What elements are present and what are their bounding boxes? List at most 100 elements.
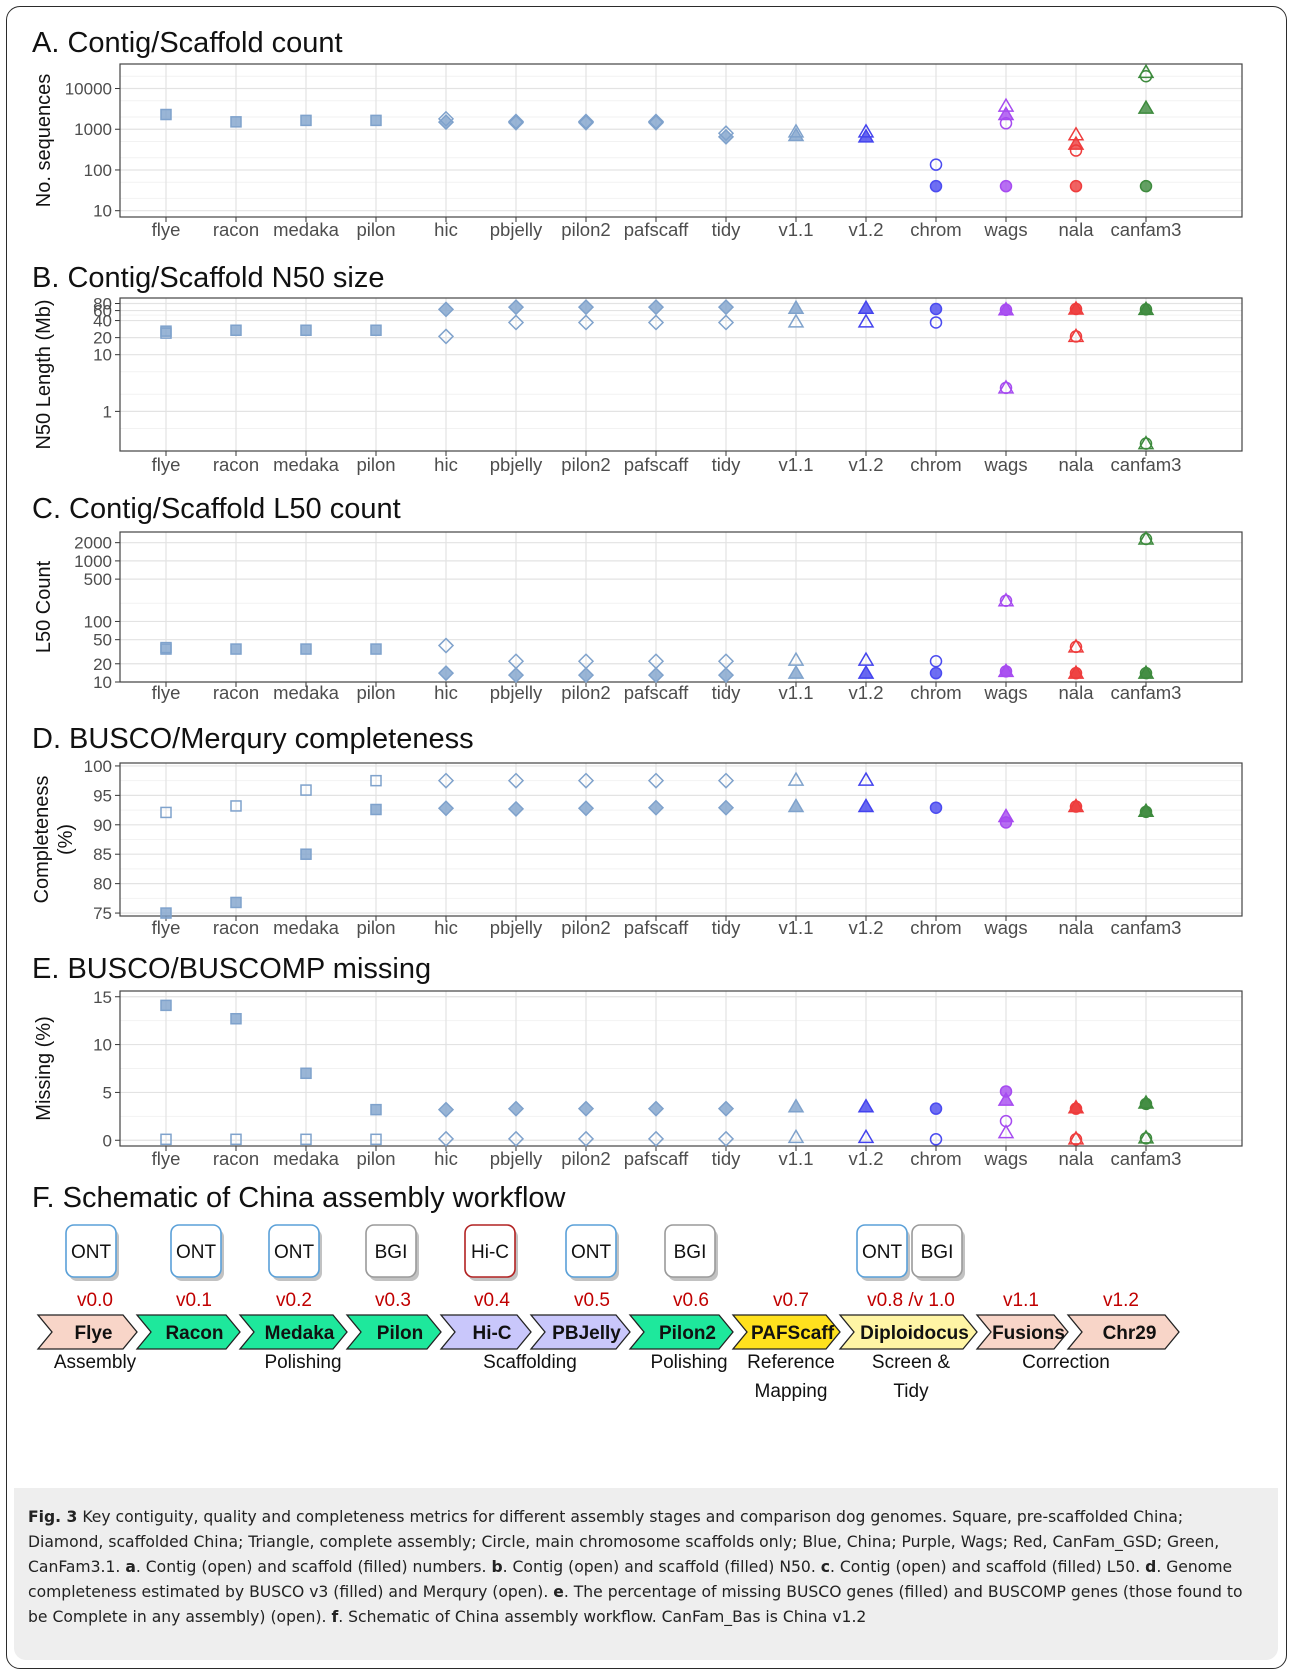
y-axis-title: Missing (%) [33,1016,55,1120]
version-label: v0.5 [574,1290,610,1311]
x-tick-label: hic [434,219,458,240]
x-tick-label: pbjelly [490,219,543,240]
data-point [160,643,172,655]
workflow-step [135,1314,241,1350]
caption-label-d: d [1145,1558,1157,1576]
data-point [160,907,172,919]
workflow-step [238,1314,348,1350]
y-tick-label: 10 [93,202,112,221]
data-point [857,664,875,679]
x-tick-label: pilon2 [561,1148,610,1169]
x-tick-label: nala [1059,219,1095,240]
stage-label: Screen & [872,1352,950,1373]
x-tick-label: racon [213,1148,259,1169]
y-tick-label: 80 [93,875,112,894]
data-point [647,772,665,789]
x-tick-label: chrom [910,1148,961,1169]
workflow-step [975,1314,1069,1350]
workflow-step-label: Fusions [992,1323,1065,1344]
plot-border [119,990,1243,1147]
data-point [787,664,805,679]
data-point [577,114,595,131]
panel-d-title: D. BUSCO/Merqury completeness [32,723,474,755]
caption-fig-label: Fig. 3 [28,1508,78,1526]
data-point [929,655,943,668]
data-point [857,1098,875,1113]
workflow-step [838,1314,978,1350]
data-point [370,774,382,787]
badge-ont [268,1224,320,1278]
data-point [929,666,943,680]
caption-text-f: . Schematic of China assembly workflow. … [338,1608,867,1626]
x-tick-label: tidy [712,917,742,938]
data-point [1069,1102,1083,1115]
x-tick-label: pbjelly [490,682,543,703]
stage-label: Tidy [893,1381,929,1402]
data-point [1069,800,1083,813]
data-point [929,179,943,193]
y-tick-label: 1 [103,402,112,421]
data-point [370,114,382,127]
data-point [787,798,805,813]
x-tick-label: nala [1059,917,1095,938]
x-tick-label: pafscaff [624,454,689,475]
data-point [647,799,665,816]
data-point [370,324,382,336]
data-point [1069,1133,1083,1146]
x-tick-label: pilon [356,917,395,938]
x-tick-label: medaka [273,454,340,475]
badge-bgi [911,1224,963,1278]
data-point [160,108,172,121]
y-tick-label: 10 [93,346,112,365]
data-point [507,772,525,789]
plot-border [119,63,1243,218]
x-tick-label: v1.1 [779,454,814,475]
data-point [577,299,595,316]
y-axis-title: (%) [55,824,77,855]
badge-label: BGI [921,1242,954,1263]
x-tick-label: medaka [273,219,340,240]
plot-area [120,532,1242,682]
x-tick-label: hic [434,1148,458,1169]
data-point [647,114,665,131]
data-point [1069,144,1083,157]
data-point [437,1101,455,1118]
caption-text-c: . Contig (open) and scaffold (filled) L5… [830,1558,1146,1576]
data-point [1139,532,1153,546]
x-tick-label: wags [983,917,1027,938]
y-axis-title: No. sequences [33,74,55,207]
x-tick-label: pbjelly [490,1148,543,1169]
x-tick-label: v1.2 [849,454,884,475]
y-tick-label: 20 [93,329,112,348]
y-tick-label: 10 [93,673,112,692]
data-point [437,301,455,318]
caption-background [14,1488,1278,1660]
data-point [1137,1129,1155,1144]
caption-text-e: . The percentage of missing BUSCO genes … [28,1583,1243,1626]
workflow-step [529,1314,631,1350]
x-tick-label: hic [434,917,458,938]
x-tick-label: pafscaff [624,1148,689,1169]
y-tick-label: 15 [93,988,112,1007]
data-point [507,667,525,684]
x-tick-label: flye [152,454,181,475]
workflow-step-label: Medaka [265,1323,335,1344]
data-point [1139,179,1153,193]
data-point [787,1098,805,1113]
data-point [787,299,805,314]
data-point [787,313,805,328]
data-point [999,179,1013,193]
badge-bgi [365,1224,417,1278]
workflow-step-label: Pilon [377,1323,423,1344]
data-point [929,158,943,171]
x-tick-label: v1.1 [779,219,814,240]
version-label: v0.8 /v 1.0 [867,1290,955,1311]
y-axis-title: Completeness [31,776,53,904]
x-tick-label: nala [1059,682,1095,703]
data-point [300,1067,312,1080]
workflow-step [628,1314,734,1350]
data-point [507,114,525,131]
data-point [929,801,943,814]
y-tick-label: 20 [93,655,112,674]
chart-missing: 0 5 10 15 flye racon medaka pilon hic pbjelly pilo… [33,988,1243,1169]
